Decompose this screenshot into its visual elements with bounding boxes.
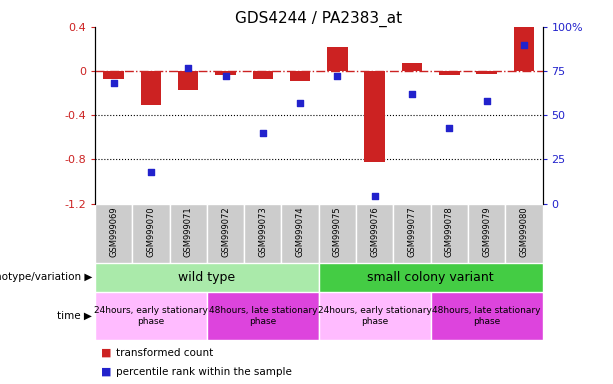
Text: 24hours, early stationary
phase: 24hours, early stationary phase	[94, 306, 208, 326]
Bar	[365, 71, 385, 162]
Bar	[178, 71, 199, 90]
Bar	[319, 204, 356, 263]
Bar	[505, 204, 543, 263]
Text: GSM999078: GSM999078	[445, 207, 454, 257]
Text: wild type: wild type	[178, 271, 235, 284]
Text: transformed count: transformed count	[116, 348, 214, 358]
Bar	[95, 292, 207, 340]
Title: GDS4244 / PA2383_at: GDS4244 / PA2383_at	[235, 11, 402, 27]
Text: time ▶: time ▶	[57, 311, 92, 321]
Point	[109, 80, 118, 86]
Bar	[476, 71, 497, 74]
Text: small colony variant: small colony variant	[367, 271, 494, 284]
Text: GSM999073: GSM999073	[258, 207, 267, 257]
Bar	[430, 292, 543, 340]
Text: GSM999077: GSM999077	[408, 207, 416, 257]
Text: ■: ■	[101, 348, 112, 358]
Text: GSM999075: GSM999075	[333, 207, 342, 257]
Bar	[468, 204, 505, 263]
Bar	[207, 292, 319, 340]
Point	[482, 98, 492, 104]
Text: 48hours, late stationary
phase: 48hours, late stationary phase	[432, 306, 541, 326]
Bar	[439, 71, 460, 75]
Text: ■: ■	[101, 367, 112, 377]
Text: genotype/variation ▶: genotype/variation ▶	[0, 272, 92, 283]
Text: GSM999069: GSM999069	[109, 207, 118, 257]
Bar	[244, 204, 281, 263]
Point	[183, 65, 193, 71]
Text: GSM999072: GSM999072	[221, 207, 230, 257]
Bar	[95, 263, 319, 292]
Bar	[132, 204, 170, 263]
Bar	[253, 71, 273, 79]
Bar	[402, 63, 422, 71]
Bar	[104, 71, 124, 79]
Point	[370, 194, 379, 200]
Point	[407, 91, 417, 97]
Point	[146, 169, 156, 175]
Bar	[514, 27, 534, 71]
Bar	[170, 204, 207, 263]
Bar	[281, 204, 319, 263]
Bar	[430, 204, 468, 263]
Text: 24hours, early stationary
phase: 24hours, early stationary phase	[318, 306, 432, 326]
Text: 48hours, late stationary
phase: 48hours, late stationary phase	[208, 306, 317, 326]
Text: percentile rank within the sample: percentile rank within the sample	[116, 367, 292, 377]
Bar	[319, 263, 543, 292]
Point	[332, 73, 342, 79]
Point	[258, 130, 268, 136]
Point	[295, 100, 305, 106]
Text: GSM999079: GSM999079	[482, 207, 491, 257]
Text: GSM999076: GSM999076	[370, 207, 379, 257]
Bar	[327, 47, 348, 71]
Text: GSM999070: GSM999070	[147, 207, 156, 257]
Text: GSM999080: GSM999080	[519, 207, 528, 257]
Text: GSM999071: GSM999071	[184, 207, 192, 257]
Point	[444, 124, 454, 131]
Point	[519, 41, 529, 48]
Bar	[207, 204, 244, 263]
Bar	[290, 71, 310, 81]
Text: GSM999074: GSM999074	[295, 207, 305, 257]
Bar	[141, 71, 161, 105]
Bar	[95, 204, 132, 263]
Point	[221, 73, 230, 79]
Bar	[394, 204, 430, 263]
Bar	[356, 204, 394, 263]
Bar	[319, 292, 430, 340]
Bar	[215, 71, 236, 75]
